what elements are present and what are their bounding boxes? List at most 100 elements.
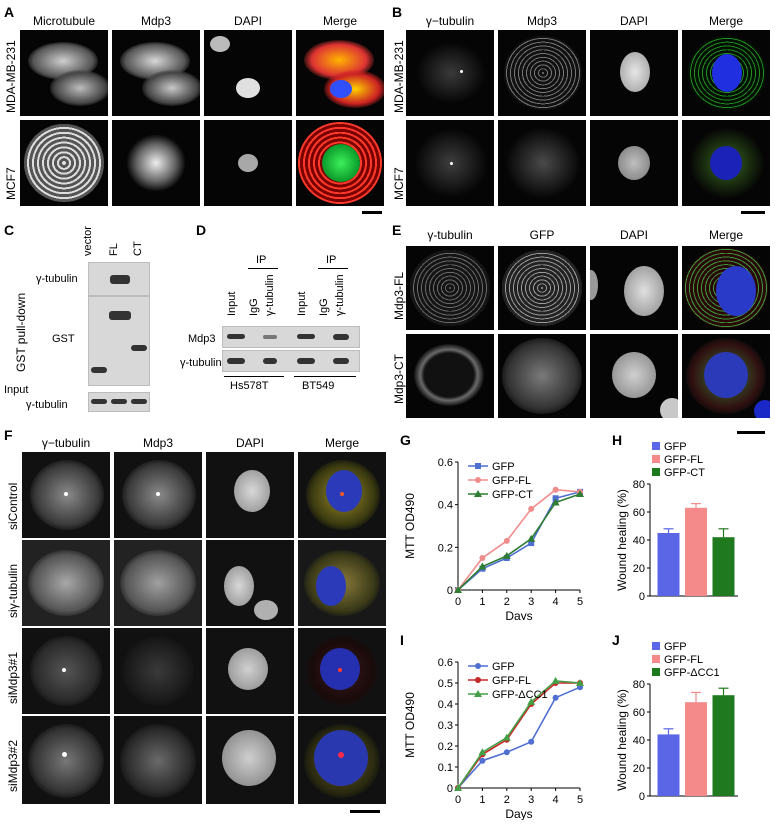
micrograph-f-gamma-3 [22, 628, 110, 714]
scale-bar-f [350, 810, 380, 813]
blot-d-mdp3 [222, 326, 360, 348]
x-tick-label: 3 [528, 794, 534, 806]
micrograph-b-mdp3-1 [498, 30, 586, 116]
micrograph-a-merge-1 [296, 30, 384, 116]
panel-label-j: J [612, 632, 620, 648]
col-header-mdp3: Mdp3 [140, 14, 172, 28]
micrograph-f-mdp3-4 [114, 716, 202, 804]
bar-2 [685, 507, 707, 596]
row-label-mda-mb-231: MDA-MB-231 [392, 40, 406, 113]
x-tick-label: 1 [479, 794, 485, 806]
y-tick-label: 80 [633, 679, 645, 691]
micrograph-b-gamma-1 [406, 30, 494, 116]
legend-marker [474, 690, 482, 697]
x-tick-label: 5 [577, 596, 583, 608]
row-label-mdp3-fl: Mdp3-FL [392, 271, 406, 320]
data-point [502, 733, 511, 741]
series-line-2 [457, 488, 581, 591]
y-tick-label: 0.2 [438, 741, 453, 753]
data-point [576, 490, 584, 497]
blot-c-gst [88, 296, 150, 386]
col-header-gamma-tubulin: γ−tubulin [425, 14, 475, 28]
legend-swatch [652, 642, 660, 650]
panel-label-c: C [4, 222, 15, 238]
blot-c-input [88, 392, 150, 412]
legend-swatch [652, 668, 660, 676]
data-point [479, 555, 486, 561]
data-point [527, 534, 536, 542]
panel-label-d: D [196, 222, 207, 238]
y-tick-label: 40 [633, 535, 645, 547]
micrograph-f-merge-3 [298, 628, 386, 714]
lane-label-igg-1: IgG [248, 298, 260, 316]
x-tick-label: 4 [553, 596, 559, 608]
legend-swatch [652, 468, 660, 476]
legend-label: GFP [664, 441, 687, 453]
lane-label-ct: CT [132, 241, 144, 256]
y-axis-label: Wound healing (%) [615, 489, 629, 591]
row-label-mda-mb-231: MDA-MB-231 [4, 40, 18, 113]
x-tick-label: 5 [577, 794, 583, 806]
x-axis-label: Days [505, 609, 532, 620]
panel-label-i: I [400, 632, 404, 648]
side-label-gst-pull-down: GST pull-down [14, 292, 28, 372]
row-label-simdp3-1: siMdp3#1 [6, 651, 20, 704]
x-tick-label: 2 [504, 794, 510, 806]
lane-label-gamma-2: γ-tubulin [334, 274, 346, 316]
micrograph-e-dapi-2 [590, 334, 678, 418]
legend-label: GFP-ΔCC1 [492, 689, 548, 701]
data-point [503, 537, 510, 544]
micrograph-f-merge-1 [298, 452, 386, 538]
lane-label-vector: vector [82, 226, 94, 256]
y-tick-label: 20 [633, 763, 645, 775]
legend-swatch [652, 442, 660, 450]
micrograph-e-merge-1 [682, 246, 770, 330]
micrograph-f-mdp3-3 [114, 628, 202, 714]
y-tick-label: 0 [447, 783, 453, 795]
panel-label-g: G [400, 432, 411, 448]
row-label-si-gamma-tubulin: siγ-tubulin [6, 563, 20, 618]
y-axis-label: MTT OD490 [403, 692, 417, 758]
y-axis-label: Wound healing (%) [615, 689, 629, 791]
chart-g: 0 0.2 0.4 0.6 0 1 2 3 4 5 Days MTT OD490 GFP GFP-FL GF… [403, 457, 584, 620]
micrograph-b-dapi-2 [590, 120, 678, 206]
data-point [552, 486, 559, 493]
micrograph-b-merge-1 [682, 30, 770, 116]
panel-label-h: H [612, 432, 623, 448]
y-tick-label: 20 [633, 563, 645, 575]
bar-3 [712, 537, 735, 596]
col-header-merge: Merge [708, 228, 743, 242]
micrograph-e-merge-2 [682, 334, 770, 418]
y-tick-label: 0.6 [438, 657, 453, 669]
row-label-mdp3-ct: Mdp3-CT [392, 353, 406, 404]
legend-label: GFP-CT [664, 467, 705, 479]
data-point [454, 586, 462, 593]
chart-h: 0 20 40 60 80 Wound healing (%) GFPGFP-FLGFP-C… [615, 441, 738, 603]
micrograph-a-dapi-2 [204, 120, 292, 206]
bar-2 [685, 702, 707, 796]
y-tick-label: 0.4 [438, 699, 453, 711]
bar-3 [712, 695, 735, 796]
micrograph-f-dapi-2 [206, 540, 294, 626]
legend-marker [475, 477, 481, 483]
scale-bar-b [741, 211, 765, 214]
micrograph-f-merge-4 [298, 716, 386, 804]
ip-label-2: IP [326, 254, 337, 266]
lane-label-fl: FL [108, 243, 120, 256]
row-label-simdp3-2: siMdp3#2 [6, 739, 20, 792]
panel-label-a: A [4, 4, 15, 20]
series-line-3 [457, 680, 581, 789]
ip-label-1: IP [256, 254, 267, 266]
micrograph-f-mdp3-1 [114, 452, 202, 538]
micrograph-e-gfp-2 [498, 334, 586, 418]
col-header-merge: Merge [324, 436, 359, 450]
legend-marker [475, 663, 481, 669]
data-point [552, 495, 559, 502]
y-axis-label: MTT OD490 [403, 493, 417, 559]
legend-label: GFP-FL [492, 675, 531, 687]
col-header-dapi: DAPI [235, 436, 264, 450]
data-point [503, 749, 510, 756]
col-header-merge: Merge [322, 14, 357, 28]
data-point [552, 694, 559, 701]
micrograph-f-mdp3-2 [114, 540, 202, 626]
